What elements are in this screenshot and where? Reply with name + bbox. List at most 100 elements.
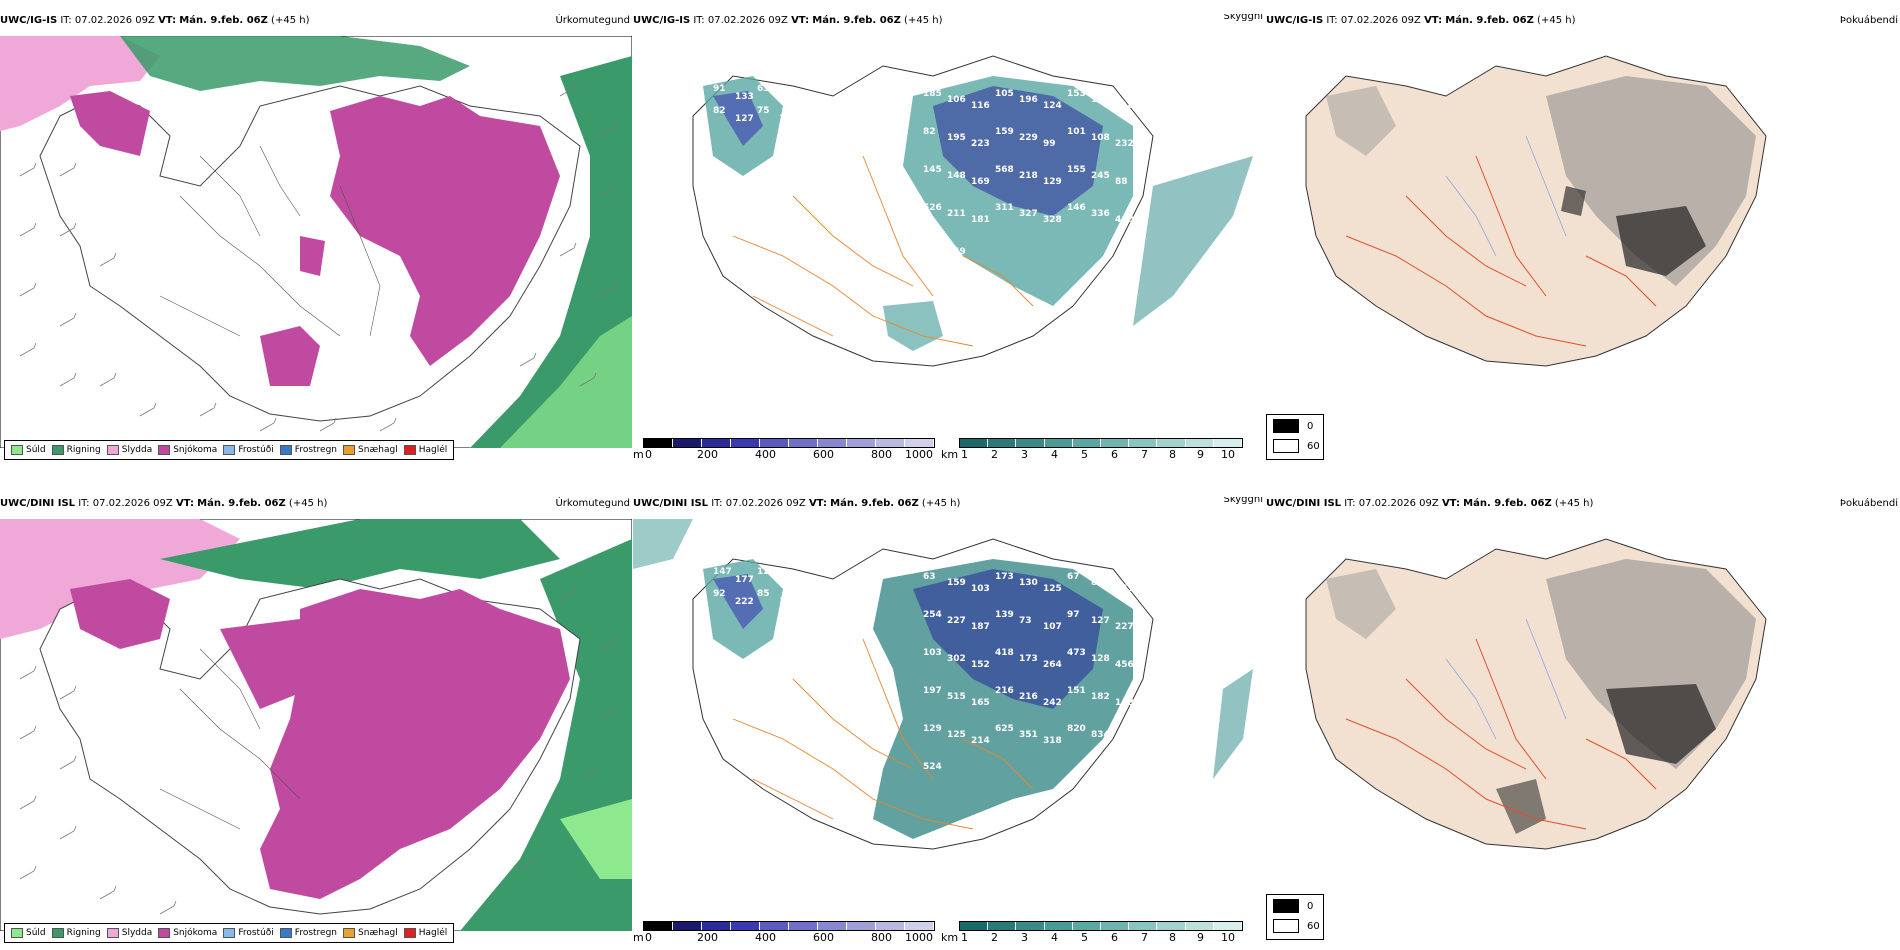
legend-item: Snjókoma <box>158 445 217 455</box>
cloudbase-tick: 600 <box>813 931 834 944</box>
legend-label: Frostregn <box>294 445 338 455</box>
precip-map <box>0 36 632 448</box>
cloud-base-label: 118 <box>1115 101 1134 111</box>
visibility-tick: 10 <box>1221 448 1235 461</box>
panel-header: UWC/IG-IS IT: 07.02.2026 09Z VT: Mán. 9.… <box>633 14 1265 28</box>
colorbar-segment <box>1101 922 1130 930</box>
cloudbase-tick: 0 <box>645 931 652 944</box>
colorbar-segment <box>960 439 989 447</box>
cloud-base-label: 336 <box>1091 209 1110 219</box>
fog-legend-top: 0 60 <box>1266 414 1324 460</box>
cloud-base-label: 147 <box>713 567 732 577</box>
visibility-tick: 9 <box>1197 448 1204 461</box>
cloud-base-label: 406 <box>779 92 798 102</box>
colorbar-segment <box>1044 439 1073 447</box>
it-label: IT: <box>693 15 705 26</box>
cloud-base-label: 173 <box>1019 654 1038 664</box>
visibility-tick: 1 <box>961 448 968 461</box>
colorbar-segment <box>1072 439 1102 447</box>
visibility-tick: 6 <box>1111 448 1118 461</box>
legend-swatch <box>403 928 416 938</box>
visibility-tick: 4 <box>1051 931 1058 944</box>
vt-label: VT: <box>1441 498 1460 509</box>
cloud-base-label: 121 <box>757 567 776 577</box>
legend-swatch <box>106 445 119 455</box>
visibility-unit: km <box>941 931 959 944</box>
model-name: UWC/IG-IS <box>1266 15 1324 26</box>
cloud-base-label: 87 <box>1091 578 1104 588</box>
cloud-base-label: 318 <box>1043 736 1062 746</box>
cloud-base-label: 73 <box>1019 616 1032 626</box>
legend-label: Haglél <box>418 445 448 455</box>
vt-value: Mán. 9.feb. 06Z <box>812 15 901 26</box>
cloud-base-label: 216 <box>1019 692 1038 702</box>
cloud-base-label: 82 <box>713 106 726 116</box>
colorbar-segment <box>876 439 905 447</box>
colorbar-segment <box>876 922 905 930</box>
precip-panel-top: UWC/IG-IS IT: 07.02.2026 09Z VT: Mán. 9.… <box>0 14 632 462</box>
legend-item: Snjókoma <box>158 928 217 938</box>
it-value: 07.02.2026 09Z <box>725 498 806 509</box>
vt-value: Mán. 9.feb. 06Z <box>197 498 286 509</box>
cloudbase-unit: m <box>633 448 644 461</box>
cloudbase-tick: 400 <box>755 931 776 944</box>
panel-title: Skyggni <box>1223 497 1263 505</box>
vt-label: VT: <box>175 498 194 509</box>
visibility-strip <box>959 438 1243 448</box>
cloud-base-label: 101 <box>1067 127 1086 137</box>
cloud-base-label: 211 <box>947 209 966 219</box>
cloud-base-label: 127 <box>1091 616 1110 626</box>
it-value: 07.02.2026 09Z <box>74 15 155 26</box>
legend-item: Slydda <box>106 928 152 938</box>
colorbar-segment <box>818 922 847 930</box>
visibility-unit: km <box>941 448 959 461</box>
colorbar-segment <box>1016 439 1045 447</box>
cloud-base-label: 133 <box>735 92 754 102</box>
cloud-base-label: 103 <box>971 584 990 594</box>
cloud-base-label: 820 <box>1067 724 1086 734</box>
legend-label: Frostregn <box>294 928 338 938</box>
panel-header: UWC/IG-IS IT: 07.02.2026 09Z VT: Mán. 9.… <box>1266 14 1900 28</box>
fog-legend-label: 0 <box>1307 900 1314 912</box>
cloud-base-label: 129 <box>1043 177 1062 187</box>
it-label: IT: <box>78 498 90 509</box>
cloud-base-label: 159 <box>995 127 1014 137</box>
model-name: UWC/IG-IS <box>633 15 691 26</box>
model-name: UWC/DINI ISL <box>0 498 76 509</box>
visibility-colorbar: km 1 2 3 4 5 6 7 8 9 10 <box>941 921 1243 945</box>
legend-item: Súld <box>11 928 46 938</box>
cloud-base-label: 112 <box>779 114 798 124</box>
fog-swatch <box>1273 439 1299 453</box>
legend-item: Frostúði <box>223 445 274 455</box>
fog-map <box>1266 519 1900 893</box>
cloud-base-label: 92 <box>713 589 726 599</box>
vt-value: Mán. 9.feb. 06Z <box>1445 15 1534 26</box>
visibility-tick: 5 <box>1081 448 1088 461</box>
cloudbase-tick: 1000 <box>905 931 933 944</box>
cloud-base-label: 456 <box>1115 660 1134 670</box>
visibility-tick: 4 <box>1051 448 1058 461</box>
panel-header: UWC/DINI ISL IT: 07.02.2026 09Z VT: Mán.… <box>0 497 632 511</box>
cloud-panel-bottom: UWC/DINI ISL IT: 07.02.2026 09Z VT: Mán.… <box>633 497 1265 945</box>
colorbar-segment <box>702 439 731 447</box>
cloudbase-unit: m <box>633 931 644 944</box>
panel-title: Skyggni <box>1223 14 1263 22</box>
cloud-base-label: 108 <box>1091 133 1110 143</box>
legend-swatch <box>279 445 292 455</box>
lead-time: (+45 h) <box>921 498 961 509</box>
legend-label: Rigning <box>66 928 101 938</box>
legend-swatch <box>343 928 356 938</box>
it-label: IT: <box>1326 15 1338 26</box>
legend-label: Slydda <box>121 445 153 455</box>
legend-label: Frostúði <box>238 445 274 455</box>
cloud-base-label: 418 <box>995 648 1014 658</box>
legend-swatch <box>279 928 292 938</box>
cloud-base-label: 195 <box>947 133 966 143</box>
visibility-tick: 2 <box>991 448 998 461</box>
lead-time: (+45 h) <box>1537 15 1576 26</box>
cloud-base-label: 232 <box>1115 139 1134 149</box>
colorbar-segment <box>1129 439 1158 447</box>
cloud-base-label: 148 <box>947 171 966 181</box>
